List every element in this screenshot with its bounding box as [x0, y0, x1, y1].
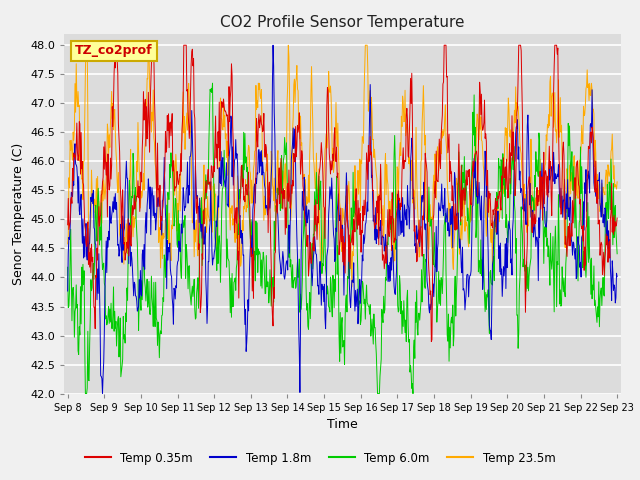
Legend: Temp 0.35m, Temp 1.8m, Temp 6.0m, Temp 23.5m: Temp 0.35m, Temp 1.8m, Temp 6.0m, Temp 2… — [80, 447, 560, 469]
Y-axis label: Senor Temperature (C): Senor Temperature (C) — [12, 143, 24, 285]
X-axis label: Time: Time — [327, 418, 358, 431]
Text: TZ_co2prof: TZ_co2prof — [75, 44, 153, 58]
Title: CO2 Profile Sensor Temperature: CO2 Profile Sensor Temperature — [220, 15, 465, 30]
